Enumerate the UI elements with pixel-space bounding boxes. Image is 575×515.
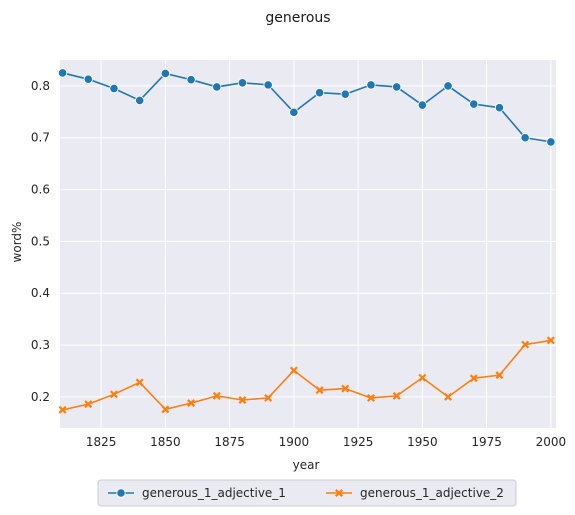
data-point [135, 95, 145, 106]
data-point [495, 371, 504, 380]
y-tick-label: 0.6 [31, 183, 50, 197]
data-point [186, 75, 196, 85]
legend-entry: generous_1_adjective_1 [108, 486, 286, 500]
y-tick-label: 0.4 [31, 286, 50, 300]
y-tick-label: 0.5 [31, 234, 50, 248]
data-point [264, 393, 273, 402]
data-point [314, 88, 325, 98]
data-point [135, 378, 144, 387]
data-point [263, 80, 273, 90]
legend-frame [97, 479, 517, 507]
data-point [289, 107, 299, 117]
x-tick-labels: 1825 1850 1875 1900 1925 1950 1975 2000 [86, 435, 566, 449]
data-point [238, 396, 247, 404]
series-generous_1_adjective_1 [57, 68, 556, 147]
data-point [84, 400, 93, 409]
data-point [212, 82, 222, 92]
data-point [340, 89, 350, 99]
x-tick-label: 2000 [536, 435, 567, 449]
y-tick-label: 0.3 [31, 338, 50, 352]
data-point [289, 366, 298, 375]
plot-area [60, 60, 556, 428]
data-point [83, 74, 93, 84]
data-point [366, 393, 375, 402]
y-tick-labels: 0.2 0.3 0.4 0.5 0.6 0.7 0.8 [31, 79, 50, 404]
legend-entry: generous_1_adjective_2 [326, 486, 504, 500]
data-point [469, 99, 479, 109]
y-tick-label: 0.8 [31, 79, 50, 93]
data-point [109, 390, 118, 399]
legend: generous_1_adjective_1 generous_1_adjecti… [97, 479, 517, 507]
data-point [546, 336, 555, 345]
data-point [58, 405, 67, 414]
x-tick-label: 1900 [279, 435, 310, 449]
grid-lines [60, 60, 556, 428]
data-point [443, 81, 453, 91]
data-point [469, 374, 478, 383]
data-point [57, 68, 68, 78]
y-axis-label: word% [10, 222, 24, 263]
x-tick-label: 1825 [86, 435, 117, 449]
data-point [521, 340, 530, 349]
legend-label: generous_1_adjective_2 [360, 486, 504, 500]
data-point [237, 78, 248, 88]
data-point [546, 137, 556, 147]
x-tick-label: 1950 [407, 435, 438, 449]
series-line [62, 339, 551, 411]
legend-marker [116, 488, 126, 498]
data-point [341, 384, 350, 393]
data-point [187, 399, 196, 408]
y-tick-label: 0.7 [31, 131, 50, 145]
data-point [418, 373, 427, 382]
series-layer [57, 68, 556, 414]
data-point [444, 392, 453, 401]
data-point [212, 391, 221, 400]
data-point [392, 391, 401, 400]
x-tick-label: 1925 [343, 435, 374, 449]
data-point [315, 386, 324, 395]
data-point [160, 68, 170, 79]
legend-label: generous_1_adjective_1 [142, 486, 286, 500]
data-point [161, 405, 170, 414]
data-point [366, 80, 376, 90]
data-point [417, 100, 427, 110]
x-tick-label: 1975 [471, 435, 502, 449]
legend-marker [335, 489, 343, 497]
x-axis-label: year [293, 458, 320, 472]
data-point [494, 103, 505, 113]
x-tick-label: 1850 [150, 435, 181, 449]
x-tick-label: 1875 [214, 435, 245, 449]
chart-title: generous [265, 10, 330, 26]
data-point [109, 83, 119, 94]
series-generous_1_adjective_2 [58, 336, 555, 414]
y-tick-label: 0.2 [31, 390, 50, 404]
data-point [392, 82, 402, 92]
series-line [62, 72, 551, 143]
data-point [520, 133, 530, 143]
